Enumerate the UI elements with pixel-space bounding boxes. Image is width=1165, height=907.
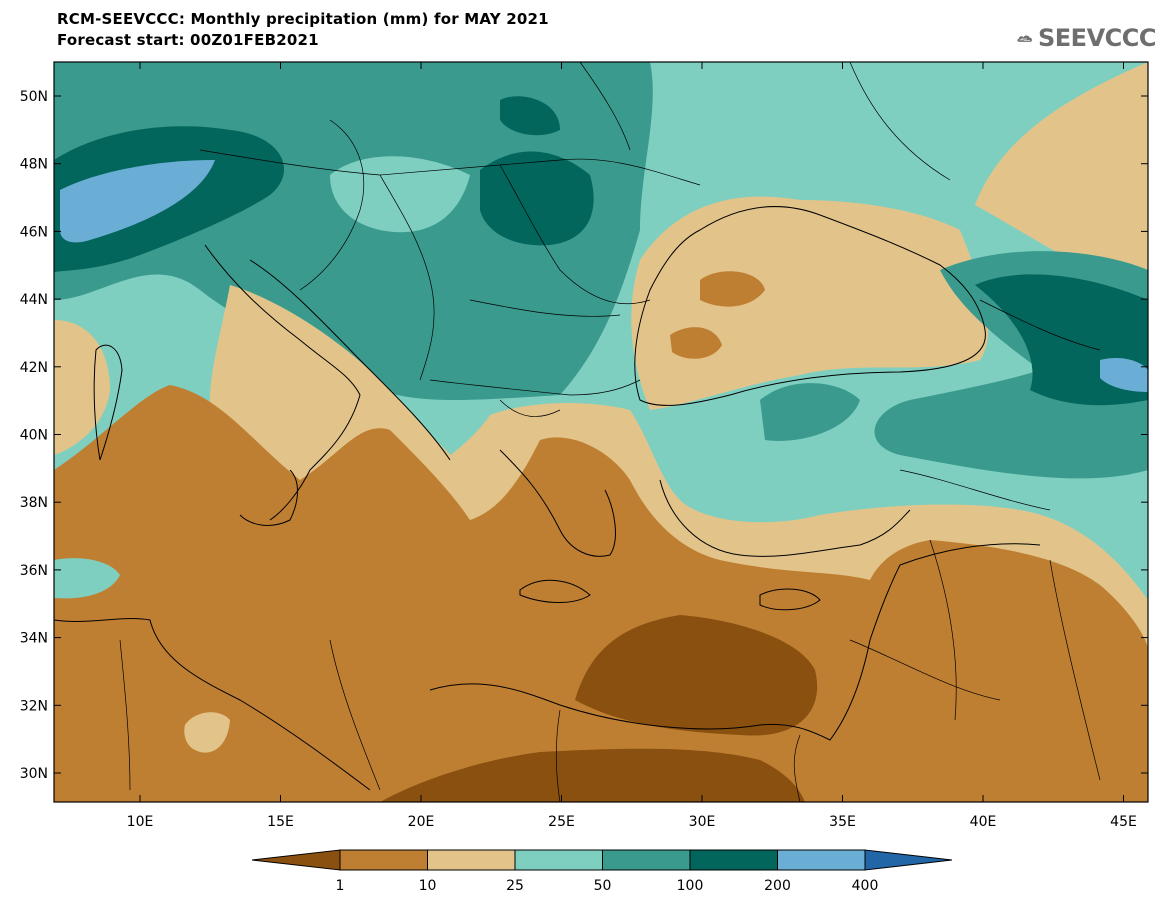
colorbar-segment [427, 849, 516, 871]
colorbar-label: 200 [764, 878, 791, 894]
precipitation-field [54, 62, 1148, 802]
lon-tick-label: 45E [1110, 814, 1137, 830]
cloud-icon [1017, 35, 1032, 42]
coastlines [54, 206, 1041, 791]
lon-tick-label: 20E [408, 814, 435, 830]
colorbar-segment [339, 849, 428, 871]
colorbar-label: 25 [506, 878, 524, 894]
colorbar-segment [689, 849, 778, 871]
colorbar-label: 50 [594, 878, 612, 894]
colorbar-arrow-high [864, 849, 953, 871]
colorbar-label: 1 [336, 878, 345, 894]
colorbar-arrow-low [251, 849, 341, 871]
lat-tick-label: 44N [20, 292, 48, 308]
lon-tick-label: 30E [689, 814, 716, 830]
borders [119, 62, 1101, 802]
lon-tick-label: 15E [267, 814, 294, 830]
lon-tick-label: 25E [548, 814, 575, 830]
colorbar-segment [514, 849, 603, 871]
map-title: RCM-SEEVCCC: Monthly precipitation (mm) … [57, 10, 549, 28]
map-frame [53, 61, 1149, 803]
lat-tick-label: 32N [20, 698, 48, 714]
lon-tick-label: 35E [829, 814, 856, 830]
colorbar-segment [777, 849, 866, 871]
lat-tick-label: 48N [20, 157, 48, 173]
latitude-axis: 50N 48N 46N 44N 42N 40N 38N 36N 34N 32N 30N [20, 89, 1148, 782]
lat-tick-label: 42N [20, 360, 48, 376]
lat-tick-label: 46N [20, 224, 48, 240]
lat-tick-label: 40N [20, 428, 48, 444]
lat-tick-label: 30N [20, 766, 48, 782]
lon-tick-label: 10E [127, 814, 154, 830]
colorbar-segment [602, 849, 691, 871]
lat-tick-label: 34N [20, 631, 48, 647]
colorbar-legend: 1 10 25 50 100 200 400 [251, 849, 953, 894]
logo-text: SEEVCCC [1038, 24, 1157, 52]
longitude-axis: 10E 15E 20E 25E 30E 35E 40E 45E [127, 62, 1137, 830]
lon-tick-label: 40E [970, 814, 997, 830]
lat-tick-label: 38N [20, 495, 48, 511]
colorbar-label: 100 [677, 878, 704, 894]
colorbar-label: 400 [852, 878, 879, 894]
seevccc-logo: SEEVCCC [1016, 22, 1157, 54]
lat-tick-label: 36N [20, 563, 48, 579]
colorbar-label: 10 [419, 878, 437, 894]
lat-tick-label: 50N [20, 89, 48, 105]
forecast-start-label: Forecast start: 00Z01FEB2021 [57, 31, 319, 49]
